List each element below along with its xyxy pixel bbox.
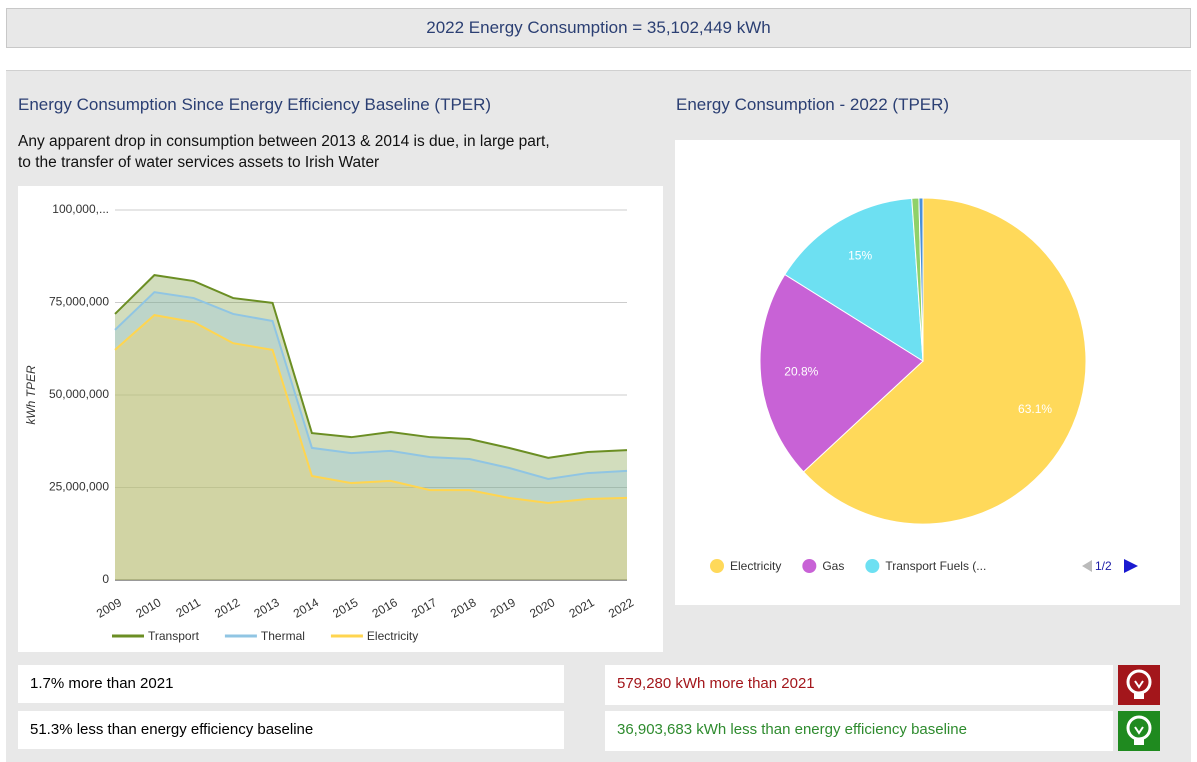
- right-title: Energy Consumption - 2022 (TPER): [676, 95, 950, 114]
- legend-label: Transport: [148, 629, 200, 643]
- stat: 579,280 kWh more than 2021: [605, 665, 1113, 705]
- y-tick-label: 100,000,...: [52, 202, 109, 216]
- x-tick-label: 2018: [448, 595, 478, 621]
- x-tick-label: 2011: [174, 595, 204, 620]
- stat: 36,903,683 kWh less than energy efficien…: [605, 711, 1113, 751]
- legend-label: Thermal: [261, 629, 305, 643]
- x-tick-label: 2020: [527, 595, 557, 621]
- x-tick-label: 2017: [409, 595, 439, 621]
- stat: 1.7% more than 2021: [18, 665, 564, 703]
- y-tick-label: 50,000,000: [49, 387, 109, 401]
- left-title: Energy Consumption Since Energy Efficien…: [18, 95, 492, 114]
- legend-label: Electricity: [367, 629, 418, 643]
- area-chart-box: [18, 186, 663, 652]
- x-tick-label: 2014: [291, 595, 321, 621]
- x-tick-label: 2009: [94, 595, 124, 621]
- note-line: Any apparent drop in consumption between…: [18, 133, 550, 150]
- area-fill: [115, 275, 627, 580]
- y-axis-label: kWh TPER: [24, 365, 38, 425]
- note-line: to the transfer of water services assets…: [18, 154, 380, 171]
- series-line: [114, 274, 628, 459]
- x-tick-label: 2022: [606, 595, 636, 621]
- x-tick-label: 2015: [330, 595, 360, 621]
- x-tick-label: 2016: [370, 595, 400, 621]
- area-chart: 0 25,000,000 50,000,000 75,000,000 100,000,.…: [24, 202, 636, 643]
- series-line: [114, 291, 628, 481]
- bulb-icon-red: [1118, 665, 1160, 705]
- y-tick-label: 75,000,000: [49, 295, 109, 309]
- pie-chart-box: [675, 140, 1180, 605]
- stat: 51.3% less than energy efficiency baseli…: [18, 711, 564, 749]
- x-tick-label: 2021: [567, 595, 597, 621]
- area-fill: [115, 315, 627, 580]
- x-tick-label: 2013: [251, 595, 281, 621]
- y-tick-label: 25,000,000: [49, 480, 109, 494]
- x-tick-label: 2010: [133, 595, 163, 621]
- bulb-icon-green: [1118, 711, 1160, 751]
- x-tick-label: 2012: [212, 595, 242, 621]
- area-fill: [115, 292, 627, 580]
- x-tick-label: 2019: [488, 595, 518, 621]
- series-line: [114, 314, 628, 505]
- banner: 2022 Energy Consumption = 35,102,449 kWh: [6, 8, 1191, 48]
- y-tick-label: 0: [102, 572, 109, 586]
